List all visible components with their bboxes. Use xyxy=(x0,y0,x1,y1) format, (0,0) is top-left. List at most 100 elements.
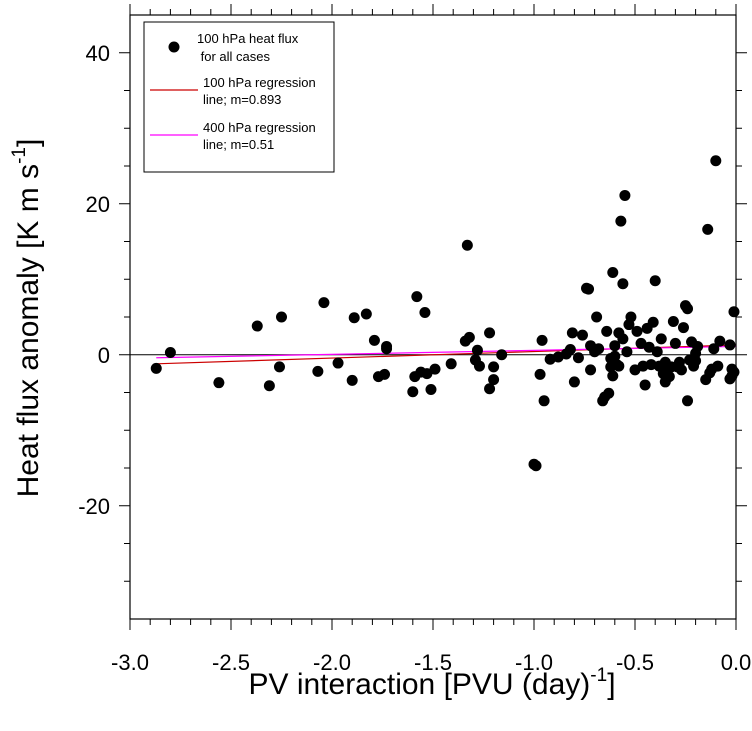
data-point xyxy=(530,460,542,472)
y-tick-label: 0 xyxy=(98,343,110,368)
data-point xyxy=(360,308,372,320)
data-point xyxy=(625,311,637,323)
data-point xyxy=(381,340,393,352)
data-point xyxy=(649,275,661,287)
data-point xyxy=(445,358,457,370)
x-tick-label: -2.5 xyxy=(212,650,250,675)
x-tick-label: -1.0 xyxy=(515,650,553,675)
data-point xyxy=(368,334,380,346)
data-point xyxy=(564,343,576,355)
x-tick-label: -0.5 xyxy=(616,650,654,675)
legend-label-400hpa-line2: line; m=0.51 xyxy=(203,137,274,152)
data-point xyxy=(619,189,631,201)
data-point xyxy=(463,331,475,343)
data-point xyxy=(585,364,597,376)
data-point xyxy=(667,316,679,328)
plot-frame xyxy=(129,14,737,620)
data-point xyxy=(617,278,629,290)
data-point xyxy=(615,215,627,227)
legend-marker-icon xyxy=(168,41,180,53)
y-tick-label: -20 xyxy=(78,494,110,519)
data-point xyxy=(164,346,176,358)
data-point xyxy=(669,337,681,349)
y-axis-title: Heat flux anomaly [K m s-1] xyxy=(9,139,45,498)
data-point xyxy=(710,155,722,167)
data-point xyxy=(263,380,275,392)
data-point xyxy=(651,346,663,358)
data-point xyxy=(613,360,625,372)
data-point xyxy=(617,333,629,345)
data-point xyxy=(461,239,473,251)
ticks-layer xyxy=(119,4,747,630)
data-point xyxy=(568,376,580,388)
x-tick-label: 0.0 xyxy=(721,650,752,675)
legend-label-heat-flux-line1: 100 hPa heat flux xyxy=(197,31,299,46)
data-point xyxy=(150,362,162,374)
data-point xyxy=(488,374,500,386)
data-point xyxy=(332,357,344,369)
data-point xyxy=(702,223,714,235)
data-point xyxy=(566,327,578,339)
x-tick-label: -1.5 xyxy=(414,650,452,675)
x-tick-label: -3.0 xyxy=(111,650,149,675)
legend: 100 hPa heat flux for all cases 100 hPa … xyxy=(143,21,335,173)
data-point xyxy=(471,344,483,356)
data-point xyxy=(714,335,726,347)
data-point xyxy=(251,320,263,332)
data-point xyxy=(484,327,496,339)
data-point xyxy=(213,377,225,389)
data-point xyxy=(496,349,508,361)
data-point xyxy=(572,352,584,364)
data-point xyxy=(429,363,441,375)
data-point xyxy=(425,383,437,395)
x-tick-label: -2.0 xyxy=(313,650,351,675)
data-point xyxy=(273,361,285,373)
data-point xyxy=(639,379,651,391)
data-point xyxy=(346,374,358,386)
data-point xyxy=(312,365,324,377)
data-point xyxy=(419,306,431,318)
data-point xyxy=(534,368,546,380)
data-point xyxy=(631,325,643,337)
data-point xyxy=(591,311,603,323)
data-point xyxy=(536,334,548,346)
legend-label-400hpa-line1: 400 hPa regression xyxy=(203,120,316,135)
data-point xyxy=(712,360,724,372)
data-point xyxy=(603,387,615,399)
data-point xyxy=(621,346,633,358)
data-point xyxy=(675,364,687,376)
legend-label-100hpa-line1: 100 hPa regression xyxy=(203,75,316,90)
data-point xyxy=(583,283,595,295)
data-point xyxy=(538,395,550,407)
data-point xyxy=(682,395,694,407)
data-point xyxy=(677,322,689,334)
data-point xyxy=(728,306,740,318)
data-point xyxy=(647,316,659,328)
data-point xyxy=(407,386,419,398)
data-point xyxy=(276,311,287,323)
y-tick-label: 40 xyxy=(86,41,110,66)
data-point xyxy=(663,371,675,383)
data-point xyxy=(484,383,496,395)
legend-label-100hpa-line2: line; m=0.893 xyxy=(203,92,281,107)
legend-label-heat-flux-line2: for all cases xyxy=(197,49,270,64)
data-point xyxy=(607,370,619,382)
data-point xyxy=(473,360,485,372)
data-point xyxy=(643,341,655,353)
x-axis-title: PV interaction [PVU (day)-1] xyxy=(248,665,615,701)
data-point xyxy=(348,312,360,324)
data-point xyxy=(488,361,500,373)
data-point xyxy=(609,350,621,362)
data-point xyxy=(609,340,621,352)
data-point xyxy=(728,366,740,378)
data-point xyxy=(318,297,330,309)
data-point xyxy=(593,343,605,355)
data-points-layer xyxy=(150,155,740,472)
tick-labels-layer: -3.0 -2.5 -2.0 -1.5 -1.0 -0.5 0.0 -20 0 20 40 xyxy=(78,41,751,675)
data-point xyxy=(655,333,667,345)
data-point xyxy=(724,339,736,351)
data-point xyxy=(601,325,613,337)
data-point xyxy=(682,303,694,315)
data-point xyxy=(708,343,720,355)
